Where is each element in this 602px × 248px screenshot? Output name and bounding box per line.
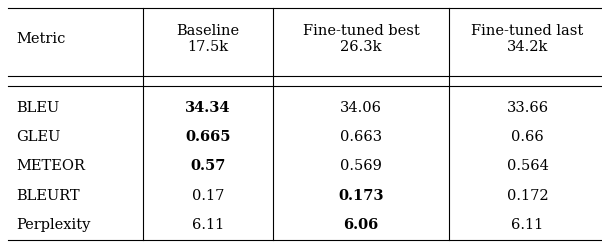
Text: 0.173: 0.173 [338,189,383,203]
Text: Fine-tuned last
34.2k: Fine-tuned last 34.2k [471,24,583,54]
Text: Metric: Metric [16,32,66,46]
Text: GLEU: GLEU [16,130,60,144]
Text: BLEU: BLEU [16,101,59,115]
Text: 0.663: 0.663 [340,130,382,144]
Text: Perplexity: Perplexity [16,218,90,232]
Text: 0.57: 0.57 [190,159,226,174]
Text: METEOR: METEOR [16,159,85,174]
Text: 6.11: 6.11 [511,218,544,232]
Text: BLEURT: BLEURT [16,189,79,203]
Text: 6.11: 6.11 [192,218,224,232]
Text: Fine-tuned best
26.3k: Fine-tuned best 26.3k [303,24,420,54]
Text: 34.34: 34.34 [185,101,231,115]
Text: 33.66: 33.66 [506,101,548,115]
Text: 0.17: 0.17 [192,189,224,203]
Text: 0.564: 0.564 [506,159,548,174]
Text: 0.66: 0.66 [511,130,544,144]
Text: 0.172: 0.172 [507,189,548,203]
Text: Baseline
17.5k: Baseline 17.5k [176,24,240,54]
Text: 0.569: 0.569 [340,159,382,174]
Text: 34.06: 34.06 [340,101,382,115]
Text: 0.665: 0.665 [185,130,231,144]
Text: 6.06: 6.06 [343,218,379,232]
